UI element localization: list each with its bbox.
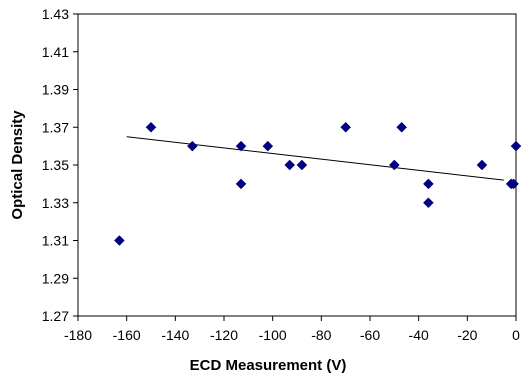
x-tick-label: -160 <box>113 327 141 343</box>
y-axis-title: Optical Density <box>9 110 26 220</box>
data-point-1 <box>145 121 157 133</box>
trendline-layer <box>126 136 504 181</box>
x-tick-label: -40 <box>409 327 429 343</box>
data-point-9 <box>388 159 400 171</box>
y-tick-label: 1.29 <box>42 270 69 286</box>
x-axis: -180 -160 -140 -120 -100 -80 -60 -40 -20 0 <box>64 316 520 343</box>
data-point-16 <box>510 140 521 152</box>
y-axis: 1.27 1.29 1.31 1.33 1.35 1.37 1.39 1.41 1.43 <box>42 6 78 324</box>
data-point-8 <box>340 121 352 133</box>
x-axis-title: ECD Measurement (V) <box>190 357 347 374</box>
data-point-12 <box>423 197 434 209</box>
data-point-15 <box>508 178 519 190</box>
y-tick-label: 1.39 <box>42 82 69 98</box>
data-point-7 <box>296 159 308 171</box>
x-tick-label: -80 <box>311 327 331 343</box>
data-point-0 <box>114 235 125 246</box>
trendline <box>126 136 504 181</box>
y-tick-label: 1.37 <box>42 119 69 135</box>
y-tick-label: 1.31 <box>42 233 69 249</box>
data-point-3 <box>235 140 247 152</box>
data-point-2 <box>187 140 198 152</box>
y-tick-label: 1.43 <box>42 6 69 22</box>
data-point-6 <box>284 159 296 171</box>
y-tick-label: 1.41 <box>42 44 69 60</box>
x-tick-label: -20 <box>457 327 477 343</box>
y-tick-label: 1.27 <box>42 308 69 324</box>
x-tick-label: -60 <box>360 327 380 343</box>
x-tick-label: 0 <box>512 327 520 343</box>
data-point-5 <box>262 140 274 152</box>
data-points <box>114 121 521 246</box>
data-point-11 <box>423 178 434 190</box>
data-point-10 <box>396 121 407 133</box>
x-tick-label: -140 <box>161 327 189 343</box>
x-tick-label: -120 <box>210 327 238 343</box>
x-tick-label: -180 <box>64 327 92 343</box>
y-tick-label: 1.35 <box>42 157 69 173</box>
x-tick-label: -100 <box>259 327 287 343</box>
data-point-13 <box>476 159 488 171</box>
y-tick-label: 1.33 <box>42 195 69 211</box>
data-point-4 <box>235 178 247 190</box>
